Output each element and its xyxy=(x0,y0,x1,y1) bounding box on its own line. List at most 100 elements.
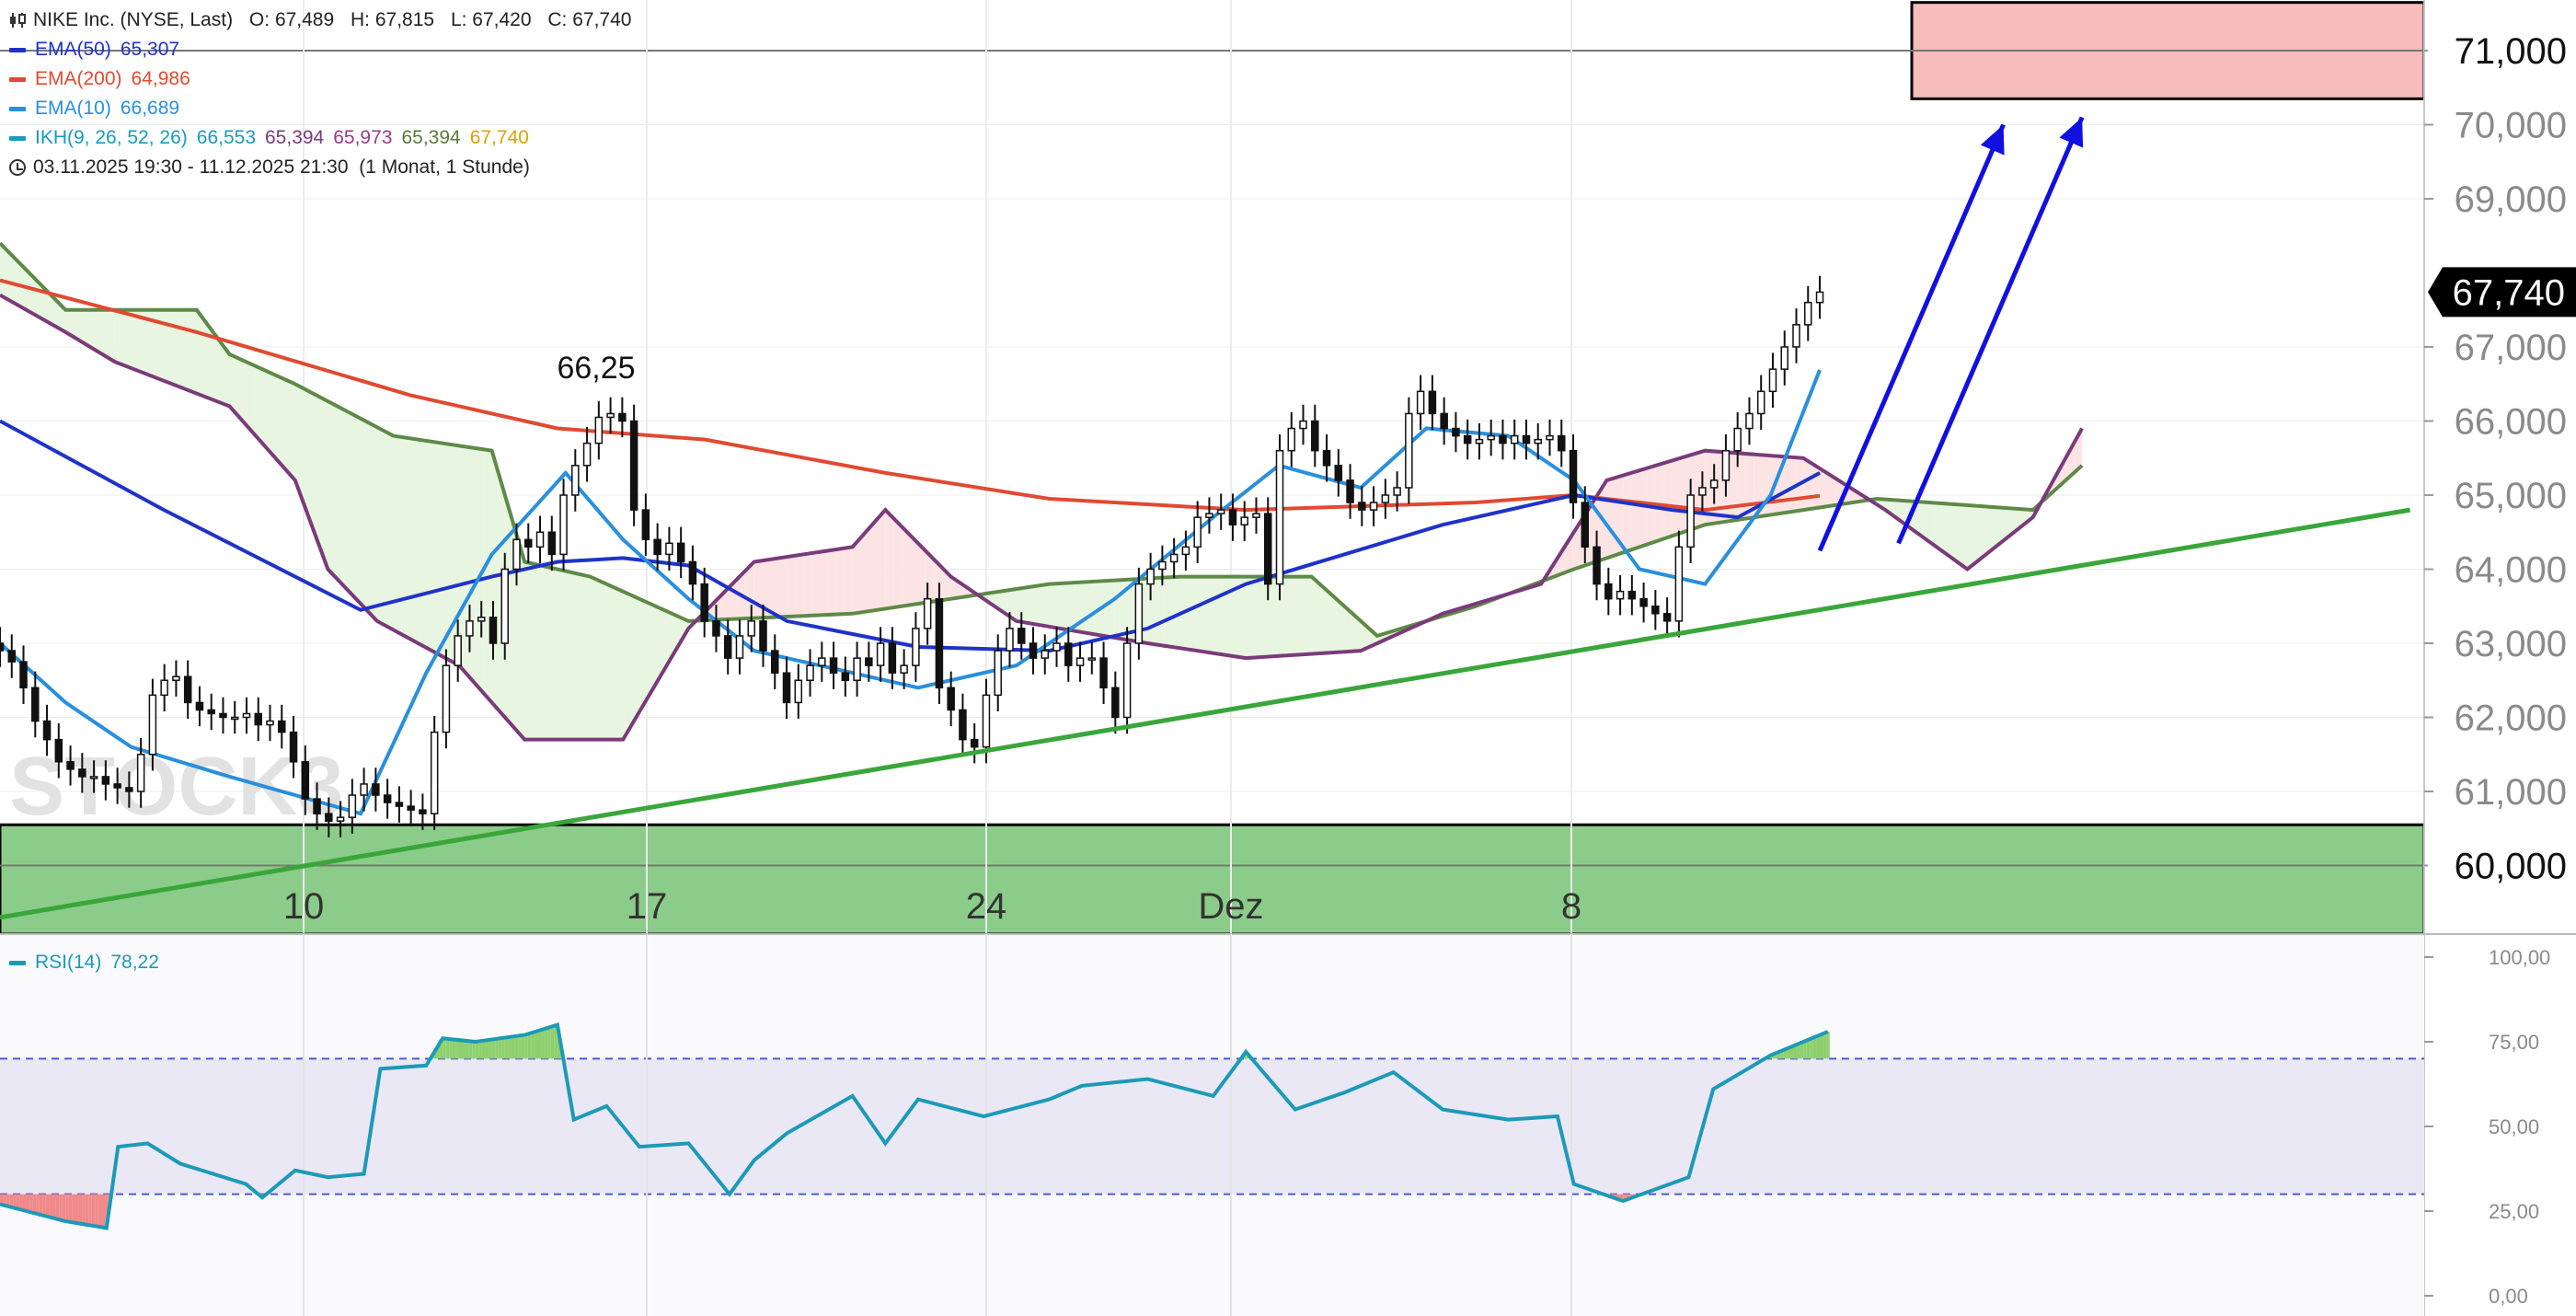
cloud-segment xyxy=(82,309,91,347)
cloud-segment xyxy=(1271,576,1279,657)
candle-body xyxy=(982,694,991,748)
cloud-segment xyxy=(1106,580,1115,638)
candle-body xyxy=(1792,324,1800,348)
candle-body xyxy=(1275,449,1284,585)
cloud-segment xyxy=(1672,457,1681,537)
candle-body xyxy=(1804,301,1812,326)
rsi-overbought-fill xyxy=(544,1027,548,1059)
candle-body xyxy=(994,650,1002,697)
candle-body xyxy=(101,776,110,785)
cloud-segment xyxy=(221,342,230,407)
cloud-segment xyxy=(303,387,312,525)
cloud-segment xyxy=(336,405,345,587)
candle-body xyxy=(829,657,838,674)
cloud-segment xyxy=(1606,478,1616,559)
cloud-segment xyxy=(524,561,534,740)
legend-ikh[interactable]: IKH(9, 26, 52, 26) 66,553 65,394 65,973 65,3… xyxy=(9,127,529,149)
candle-body xyxy=(289,731,298,763)
date-range-detail: (1 Monat, 1 Stunde) xyxy=(359,156,530,178)
ohlc-close: 67,740 xyxy=(572,9,632,30)
candle-body xyxy=(535,531,545,548)
rsi-overbought-fill xyxy=(495,1038,499,1059)
cloud-segment xyxy=(1221,576,1230,656)
cloud-segment xyxy=(1229,576,1238,657)
price-tick-label: 62,000 xyxy=(2455,698,2567,739)
candle-body xyxy=(78,768,86,778)
candle-body xyxy=(301,761,310,800)
cloud-segment xyxy=(32,276,41,318)
cloud-segment xyxy=(131,309,140,372)
candle-body xyxy=(512,538,521,571)
rsi-line xyxy=(0,1022,1829,1230)
cloud-segment xyxy=(565,571,574,740)
candle-body xyxy=(66,761,75,770)
rsi-overbought-fill xyxy=(485,1040,489,1059)
rsi-oversold-fill xyxy=(39,1194,43,1216)
candle-body xyxy=(1581,502,1590,548)
cloud-segment xyxy=(1204,576,1213,653)
cloud-segment xyxy=(1286,576,1295,656)
ohlc-open: 67,489 xyxy=(274,9,335,30)
candle-body xyxy=(1768,368,1777,393)
candle-body xyxy=(1205,513,1213,518)
candle-body xyxy=(1709,479,1719,489)
candle-body xyxy=(1052,642,1061,652)
ema10-value: 66,689 xyxy=(120,98,180,119)
rsi-oversold-fill xyxy=(82,1194,86,1225)
candle-body xyxy=(1616,590,1625,600)
candle-body xyxy=(360,783,368,796)
rsi-overbought-fill xyxy=(1816,1034,1821,1059)
rsi-overbought-fill xyxy=(541,1029,545,1059)
cloud-segment xyxy=(1655,463,1664,542)
ema50-value: 65,307 xyxy=(120,39,180,60)
cloud-segment xyxy=(655,606,664,685)
rsi-oversold-fill xyxy=(101,1194,106,1229)
cloud-segment xyxy=(1262,576,1271,657)
cloud-segment xyxy=(1820,468,1828,508)
candle-body xyxy=(1487,434,1495,441)
cloud-segment xyxy=(361,418,369,613)
cloud-segment xyxy=(1319,583,1328,653)
candle-body xyxy=(1546,434,1554,441)
rsi-overbought-fill xyxy=(466,1040,469,1059)
rsi-tick-label: 0,00 xyxy=(2489,1285,2528,1308)
cloud-segment xyxy=(196,309,205,398)
last-price-label: 67,740 xyxy=(2453,272,2565,313)
legend-ema200[interactable]: EMA(200) 64,986 xyxy=(9,68,190,90)
cloud-segment xyxy=(1787,456,1796,513)
cloud-segment xyxy=(1196,576,1205,652)
cloud-segment xyxy=(1950,503,1960,564)
candle-body xyxy=(676,542,685,563)
ticker-name: NIKE Inc. (NYSE, Last) xyxy=(33,9,234,30)
candle-body xyxy=(125,787,133,792)
candle-body xyxy=(1158,560,1167,571)
cloud-segment xyxy=(1016,587,1025,623)
legend-rsi[interactable]: RSI(14) 78,22 xyxy=(9,952,159,974)
candle-body xyxy=(1428,390,1437,415)
candle-body xyxy=(1662,613,1672,622)
candle-body xyxy=(923,597,932,629)
level-label: 60,000 xyxy=(2455,847,2567,887)
ohlc-close-key: C: xyxy=(547,9,568,30)
candle-body xyxy=(947,687,955,711)
cloud-segment xyxy=(1730,452,1738,522)
support-trendline xyxy=(0,507,2410,920)
ikh-swatch xyxy=(9,135,26,141)
candle-body xyxy=(1263,513,1272,585)
candle-body xyxy=(1534,438,1542,444)
cloud-segment xyxy=(434,442,443,657)
legend-ema10[interactable]: EMA(10) 66,689 xyxy=(9,98,179,120)
cloud-segment xyxy=(762,559,771,618)
rsi-band xyxy=(0,1058,2424,1195)
rsi-overbought-fill xyxy=(462,1040,466,1059)
candle-body xyxy=(559,494,568,556)
cloud-segment xyxy=(172,309,181,387)
rsi-overbought-fill xyxy=(547,1026,551,1059)
candle-body xyxy=(1381,494,1390,503)
rsi-overbought-fill xyxy=(534,1031,538,1059)
candle-body xyxy=(571,465,580,496)
candle-body xyxy=(1358,502,1366,511)
legend-ema50[interactable]: EMA(50) 65,307 xyxy=(9,39,179,61)
candle-body xyxy=(665,542,673,556)
